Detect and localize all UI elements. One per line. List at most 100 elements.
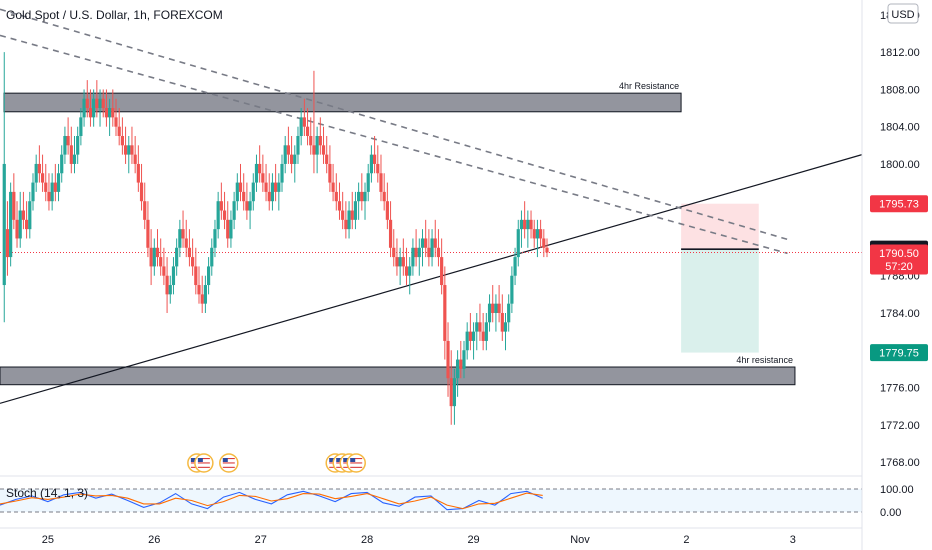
us-flag-icon[interactable]	[194, 453, 214, 473]
candle	[539, 219, 543, 248]
candle-body	[101, 98, 105, 109]
candle	[456, 350, 460, 397]
flag-stripe	[350, 460, 363, 462]
currency-button[interactable]: USD	[887, 3, 919, 24]
candle-body	[523, 219, 527, 230]
candle	[516, 219, 520, 267]
candle-body	[85, 98, 89, 109]
candle-body	[159, 257, 163, 267]
candle	[459, 340, 463, 379]
time-tick-label: 25	[42, 534, 54, 546]
candle	[152, 238, 156, 276]
price-tick-label: 1776.00	[880, 383, 920, 395]
candle-body	[194, 266, 198, 286]
candle	[248, 191, 252, 230]
candle-body	[331, 182, 335, 192]
candle	[398, 247, 402, 286]
candle	[213, 219, 217, 258]
candle-body	[392, 247, 396, 258]
candle	[25, 201, 29, 239]
candle-body	[66, 136, 70, 146]
stoch-tick-label: 0.00	[880, 507, 901, 519]
candle	[526, 210, 530, 248]
price-tag-bg	[870, 195, 928, 213]
candle-body	[321, 145, 326, 155]
candle-body	[232, 201, 236, 220]
us-flag-icon[interactable]	[219, 453, 239, 473]
price-tag-label: 1779.75	[879, 348, 919, 360]
candle-body	[127, 145, 131, 155]
candle	[347, 201, 351, 239]
trendline-descending-2	[0, 34, 788, 255]
candle	[341, 191, 345, 230]
candle-body	[2, 163, 6, 286]
candle-body	[286, 145, 290, 155]
candle	[60, 145, 64, 183]
candle	[98, 89, 102, 127]
currency-button-frame[interactable]	[887, 3, 919, 24]
flag-stripe	[350, 466, 363, 468]
candle-body	[513, 257, 517, 276]
candle	[392, 229, 396, 267]
price-tick-label: 1768.00	[880, 457, 920, 469]
economic-events[interactable]	[187, 453, 366, 473]
candle	[171, 257, 176, 295]
candle-body	[456, 359, 460, 379]
candle-body	[277, 182, 281, 192]
candle-body	[191, 257, 195, 267]
candle-body	[136, 163, 140, 183]
candle-body	[494, 303, 498, 313]
candle	[56, 163, 61, 202]
candle-body	[532, 229, 536, 239]
candle-body	[9, 191, 13, 258]
candle	[127, 136, 131, 174]
candle-body	[37, 163, 41, 174]
candle-body	[420, 238, 425, 248]
candle	[238, 163, 243, 202]
candle	[155, 229, 160, 267]
candle-body	[436, 247, 441, 258]
candle-body	[465, 331, 469, 351]
candle-body	[53, 182, 57, 192]
flag-stripe	[197, 464, 210, 466]
candle	[88, 89, 93, 127]
candle	[366, 163, 370, 202]
candle	[440, 238, 444, 295]
candle	[462, 340, 466, 379]
candle-body	[31, 182, 35, 202]
candle-body	[401, 257, 405, 267]
candle	[519, 210, 524, 248]
short-position-tool[interactable]	[681, 203, 759, 353]
candle	[175, 238, 179, 276]
time-tick-label: 28	[361, 534, 373, 546]
candle-body	[539, 229, 543, 239]
candle	[9, 182, 13, 267]
candle	[15, 201, 19, 248]
candle	[500, 294, 504, 341]
candle	[443, 266, 447, 360]
candle	[436, 229, 441, 267]
candle-body	[5, 229, 10, 258]
chart-title: Gold Spot / U.S. Dollar, 1h, FOREXCOM	[6, 8, 223, 22]
candle	[414, 229, 418, 267]
candle	[532, 219, 536, 248]
candle	[408, 257, 412, 295]
candle	[146, 201, 150, 258]
candle-body	[398, 257, 402, 267]
candle	[507, 294, 511, 332]
stoch-pane	[0, 488, 862, 513]
candle	[353, 191, 358, 230]
price-tick-label: 1804.00	[880, 122, 920, 134]
candle-body	[69, 145, 73, 164]
candle-body	[535, 229, 540, 239]
resistance-zones: 4hr Resistance 4hr resistance	[0, 81, 796, 386]
candle-body	[219, 201, 223, 211]
candle	[385, 182, 389, 230]
candle-body	[222, 210, 227, 220]
us-flag-icon[interactable]	[346, 453, 366, 473]
candle-body	[242, 191, 246, 202]
candle	[76, 126, 80, 164]
candle-body	[95, 98, 99, 109]
flag-stripe	[222, 458, 235, 460]
